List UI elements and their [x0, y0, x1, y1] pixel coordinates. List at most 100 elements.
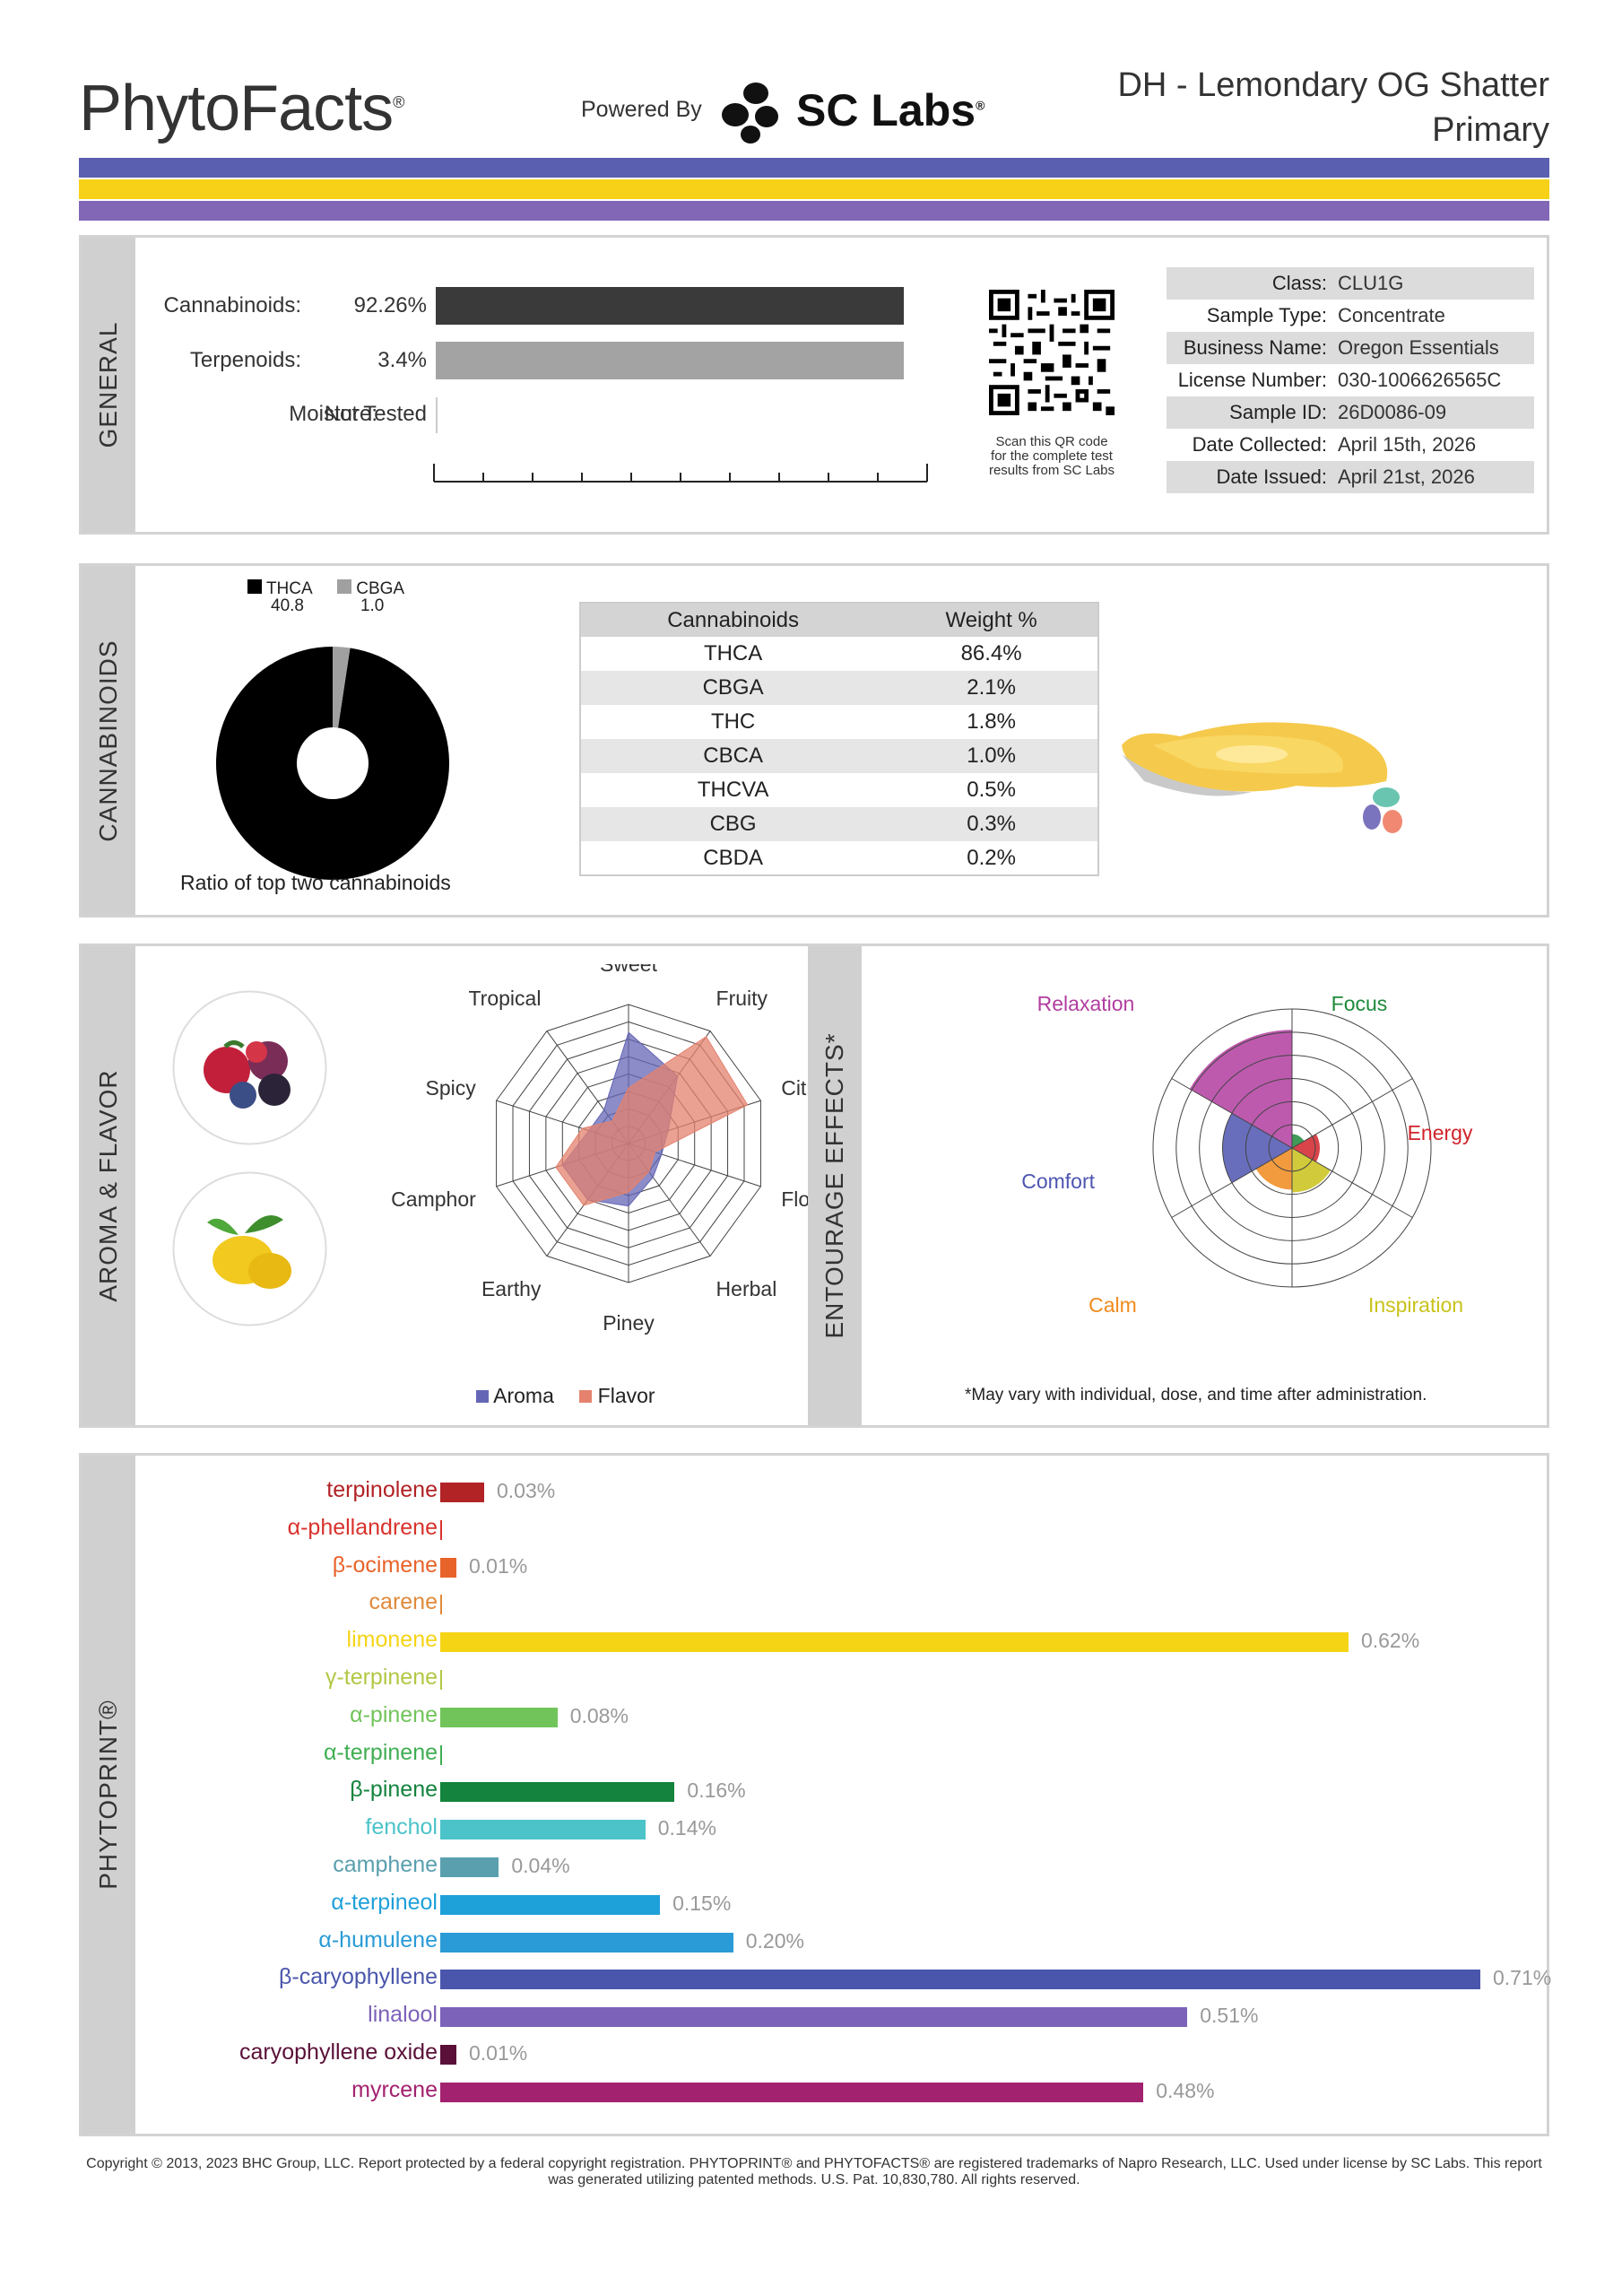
effect-wedge-focus [1292, 1134, 1305, 1148]
terpene-name: α-humulene [318, 1926, 438, 1952]
terpene-row: carene [135, 1586, 1552, 1623]
terpene-bar [440, 1894, 661, 1915]
radar-axis-label: Spicy [426, 1076, 477, 1100]
terpene-row: α-terpineol 0.15% [135, 1886, 1552, 1924]
cannabinoids-section: CANNABINOIDS THCA 40.8 CBGA 1.0 Ratio of… [79, 563, 1549, 918]
cannabinoid-ratio-donut [216, 647, 449, 880]
effect-label-inspiration: Inspiration [1368, 1293, 1463, 1317]
legend-aroma-swatch [476, 1390, 489, 1403]
terpene-name: myrcene [351, 2076, 438, 2102]
radar-axis-label: Earthy [481, 1277, 542, 1300]
effect-wedge-energy [1292, 1134, 1320, 1162]
effect-label-energy: Energy [1408, 1121, 1473, 1144]
moisture-label: Moisture: [289, 402, 377, 426]
terpene-row: β-pinene 0.16% [135, 1773, 1552, 1811]
terpene-bar [440, 1744, 442, 1765]
terpene-bar [440, 1782, 675, 1803]
effect-wedge-inspiration [1292, 1148, 1331, 1193]
terpene-name: α-terpinene [323, 1739, 438, 1765]
terpene-bar [440, 1820, 646, 1840]
terpene-value: 0.08% [569, 1703, 629, 1727]
terpene-value: 0.14% [657, 1816, 716, 1840]
terpene-name: linalool [368, 2002, 438, 2028]
legend-flavor-swatch [579, 1390, 593, 1403]
qr-code-icon[interactable] [989, 290, 1115, 415]
sample-info-table: Class: CLU1G Sample Type: Concentrate Busi… [1167, 267, 1534, 493]
sc-labs-logo-icon [722, 83, 778, 144]
terpene-name: β-pinene [350, 1777, 438, 1803]
legend-cbga: CBGA 1.0 [336, 579, 404, 614]
terpene-name: limonene [346, 1627, 438, 1653]
cannabinoids-label: Cannabinoids: [163, 293, 301, 317]
terpene-bar [440, 1595, 442, 1615]
terpene-bar [440, 1857, 499, 1877]
table-row: CBGA 2.1% [580, 671, 1098, 705]
info-row: Sample Type: Concentrate [1206, 304, 1445, 326]
radar-axis-label: Herbal [716, 1277, 777, 1300]
radar-axis-label: Piney [603, 1311, 655, 1335]
radar-axis-label: Sweet [600, 964, 658, 976]
terpene-bar [440, 2045, 456, 2065]
polar-spoke [1291, 1147, 1413, 1218]
radar-axis-label: Camphor [391, 1187, 476, 1211]
terpene-value: 0.62% [1360, 1629, 1420, 1653]
effect-label-comfort: Comfort [1021, 1170, 1095, 1193]
terpene-row: β-ocimene 0.01% [135, 1549, 1552, 1587]
cannabinoids-value: 92.26% [353, 293, 427, 317]
berries-image [172, 990, 327, 1145]
terpene-value: 0.20% [745, 1928, 804, 1952]
ratio-caption: Ratio of top two cannabinoids [180, 871, 451, 894]
sc-labs-wordmark: SC Labs® [796, 85, 985, 135]
phytofacts-logo: PhytoFacts® [79, 73, 404, 144]
terpene-value: 0.15% [672, 1891, 732, 1915]
general-section: GENERAL Cannabinoids: 92.26% Terpenoids:… [79, 235, 1549, 535]
radar-legend: Aroma Flavor [476, 1384, 655, 1408]
effect-label-relaxation: Relaxation [1037, 992, 1135, 1015]
terpenoids-value: 3.4% [377, 348, 427, 372]
table-row: THCVA 0.5% [697, 778, 1016, 802]
terpene-name: carene [369, 1589, 438, 1615]
report-header: PhytoFacts® Powered By SC Labs® DH - Lem… [79, 63, 1549, 152]
aroma-sidebar: AROMA & FLAVOR [82, 946, 135, 1425]
qr-caption: Scan this QR code for the complete test … [988, 434, 1115, 478]
terpene-row: fenchol 0.14% [135, 1811, 1552, 1848]
info-row: Sample ID: 26D0086-09 [1167, 396, 1534, 429]
polar-spoke [1291, 1078, 1413, 1149]
effect-label-focus: Focus [1331, 992, 1388, 1015]
info-row: Business Name: Oregon Essentials [1167, 332, 1534, 364]
info-row: License Number: 030-1006626565C [1177, 369, 1502, 391]
terpene-bar [440, 1632, 1349, 1653]
entourage-note: *May vary with individual, dose, and tim… [965, 1386, 1427, 1405]
legend-flavor-label: Flavor [597, 1384, 655, 1407]
terpene-name: caryophyllene oxide [239, 2039, 438, 2065]
terpene-value: 0.51% [1200, 2004, 1259, 2028]
powered-by-label: Powered By [581, 97, 702, 122]
terpene-row: α-pinene 0.08% [135, 1699, 1552, 1736]
entourage-effects-chart: Relaxation Focus Energy Inspiration Calm Comf… [1021, 992, 1473, 1317]
terpene-row: α-terpinene [135, 1736, 1552, 1774]
legend-thca: THCA 40.8 [247, 579, 313, 614]
table-header-row: Cannabinoids Weight % [580, 603, 1098, 637]
table-row: THCA 86.4% [703, 641, 1022, 665]
terpene-bar [440, 1970, 1480, 1990]
terpene-bar [440, 1932, 733, 1952]
effect-wedge-calm [1255, 1148, 1292, 1190]
terpene-name: α-terpineol [331, 1889, 438, 1915]
terpene-row: α-humulene 0.20% [135, 1924, 1552, 1961]
terpene-value: 0.01% [469, 1553, 528, 1578]
aroma-flavor-radar-chart: SweetFruityCitrusyFloralHerbalPineyEarth… [391, 964, 846, 1335]
terpene-name: β-ocimene [332, 1552, 438, 1578]
terpene-bar [440, 2082, 1144, 2102]
product-title: DH - Lemondary OG Shatter Primary [1117, 63, 1549, 152]
table-row: CBCA 1.0% [580, 739, 1098, 773]
stripe-yellow [79, 179, 1549, 199]
footer-copyright: Copyright © 2013, 2023 BHC Group, LLC. R… [86, 2156, 1542, 2187]
terpene-row: β-caryophyllene 0.71% [135, 1961, 1552, 1998]
radar-axis-label: Tropical [468, 987, 541, 1010]
terpene-bar [440, 1670, 442, 1690]
terpene-name: β-caryophyllene [279, 1964, 438, 1990]
legend-aroma-label: Aroma [493, 1384, 554, 1407]
terpene-name: α-phellandrene [287, 1514, 438, 1540]
terpene-value: 0.04% [511, 1854, 570, 1877]
effect-label-calm: Calm [1089, 1293, 1137, 1317]
